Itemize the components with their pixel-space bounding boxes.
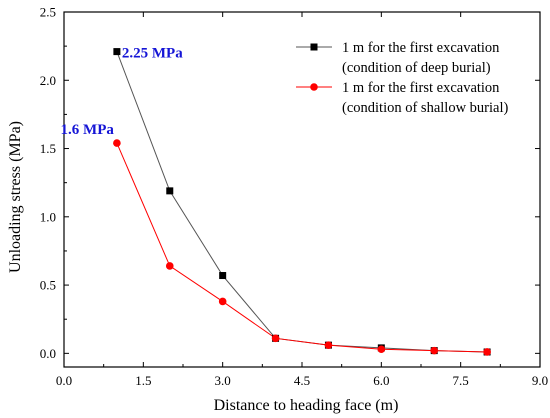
series-markers <box>113 48 491 356</box>
data-point-circle <box>218 297 227 306</box>
data-point-circle <box>377 345 386 354</box>
series-line-2 <box>116 142 488 353</box>
y-axis-title: Unloading stress (MPa) <box>7 121 24 273</box>
y-tick-label: 0.5 <box>40 278 56 293</box>
legend: 1 m for the first excavation (condition o… <box>296 40 508 116</box>
legend-label: 1 m for the first excavation <box>342 40 500 56</box>
x-tick-label: 4.5 <box>294 373 310 388</box>
y-tick-label: 2.5 <box>40 5 56 20</box>
y-tick-label: 1.5 <box>40 141 56 156</box>
legend-marker-square <box>310 43 318 51</box>
legend-marker-circle <box>310 83 318 91</box>
axes: 0.0 1.5 3.0 4.5 6.0 7.5 9.0 0.0 0.5 1.0 1.5 2.0 2.5 <box>40 5 548 389</box>
data-point-circle <box>483 348 491 356</box>
data-point-circle <box>113 139 121 147</box>
legend-label: (condition of shallow burial) <box>342 100 508 116</box>
annotation-label: 1.6 MPa <box>61 122 115 138</box>
x-tick-label: 3.0 <box>215 373 231 388</box>
y-tick-label: 0.0 <box>40 346 56 361</box>
series-lines <box>116 51 488 353</box>
x-tick-label: 6.0 <box>373 373 389 388</box>
data-point-square <box>219 272 227 280</box>
data-point-circle <box>271 334 280 343</box>
x-axis-title: Distance to heading face (m) <box>214 397 399 414</box>
legend-label: (condition of deep burial) <box>342 60 491 76</box>
data-point-circle <box>165 262 174 270</box>
data-point-circle <box>324 341 333 349</box>
annotation-label: 2.25 MPa <box>122 46 183 62</box>
annotations: 2.25 MPa 1.6 MPa <box>61 46 184 138</box>
data-point-circle <box>430 346 439 355</box>
y-tick-label: 2.0 <box>40 73 56 88</box>
x-tick-label: 0.0 <box>56 373 72 388</box>
data-point-square <box>166 187 174 195</box>
data-point-square <box>113 48 121 56</box>
x-tick-label: 1.5 <box>135 373 151 388</box>
x-tick-label: 7.5 <box>453 373 469 388</box>
x-tick-label: 9.0 <box>532 373 548 388</box>
y-tick-label: 1.0 <box>40 209 56 224</box>
series-line-1 <box>116 51 488 353</box>
legend-label: 1 m for the first excavation <box>342 80 500 96</box>
